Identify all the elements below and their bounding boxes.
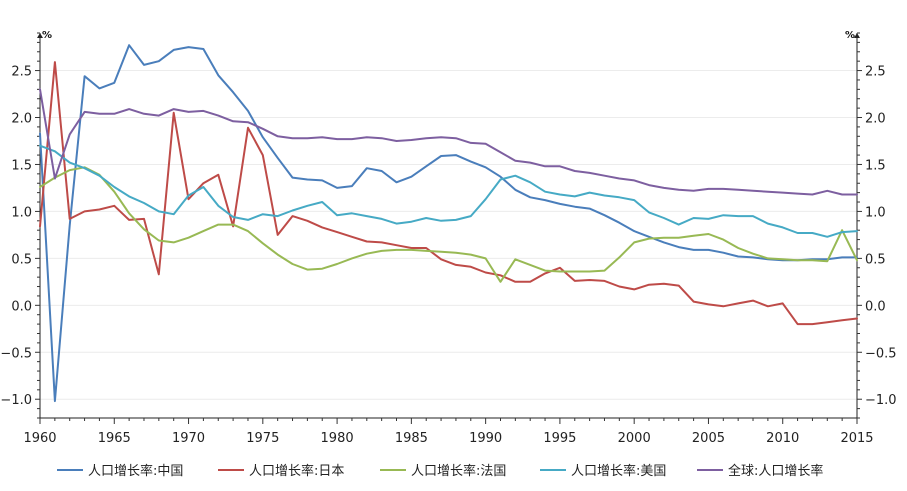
right-axis-tick-label: 1.5 bbox=[865, 158, 886, 173]
right-axis-unit: % bbox=[845, 30, 855, 41]
x-axis-tick-label: 1960 bbox=[23, 431, 56, 446]
series-line-0 bbox=[39, 44, 858, 403]
x-axis-tick-label: 2010 bbox=[766, 431, 799, 446]
x-axis-tick-label: 2000 bbox=[618, 431, 651, 446]
legend-label-4: 全球:人口增长率 bbox=[728, 463, 823, 479]
left-axis-unit: % bbox=[42, 30, 52, 41]
left-axis-tick-label: −1.0 bbox=[0, 393, 32, 408]
axes: % % −1.0 −1.0 −0.5 −0.5 0.0 0.0 0.5 0.5 1.0 1.0 1.5 1… bbox=[0, 30, 896, 446]
x-axis-tick-label: 1985 bbox=[395, 431, 428, 446]
right-axis-tick-label: −1.0 bbox=[865, 393, 897, 408]
left-axis-tick-label: 2.5 bbox=[11, 65, 32, 80]
x-axis-tick-label: 1995 bbox=[543, 431, 576, 446]
series-lines bbox=[39, 44, 858, 403]
legend-label-2: 人口增长率:法国 bbox=[411, 463, 506, 479]
legend-label-1: 人口增长率:日本 bbox=[249, 463, 344, 479]
left-axis-tick-label: −0.5 bbox=[0, 346, 32, 361]
left-axis-arrow bbox=[37, 33, 43, 38]
x-axis-tick-label: 1970 bbox=[172, 431, 205, 446]
x-axis-tick-label: 2015 bbox=[840, 431, 873, 446]
right-axis-tick-label: 2.0 bbox=[865, 112, 886, 127]
left-axis-tick-label: 1.0 bbox=[11, 205, 32, 220]
right-axis-tick-label: 2.5 bbox=[865, 65, 886, 80]
x-axis-tick-label: 1975 bbox=[246, 431, 279, 446]
series-line-1 bbox=[39, 61, 858, 326]
x-axis-tick-label: 1965 bbox=[98, 431, 131, 446]
left-axis-tick-label: 2.0 bbox=[11, 112, 32, 127]
right-axis-tick-label: 0.0 bbox=[865, 299, 886, 314]
series-line-4 bbox=[39, 88, 858, 196]
left-axis-tick-label: 0.0 bbox=[11, 299, 32, 314]
left-axis-tick-label: 0.5 bbox=[11, 252, 32, 267]
x-axis-tick-label: 2005 bbox=[692, 431, 725, 446]
series-line-3 bbox=[39, 144, 858, 238]
legend-label-0: 人口增长率:中国 bbox=[88, 463, 183, 479]
right-axis-tick-label: 0.5 bbox=[865, 252, 886, 267]
right-axis-arrow bbox=[854, 33, 860, 38]
left-axis-tick-label: 1.5 bbox=[11, 158, 32, 173]
legend: 人口增长率:中国 人口增长率:日本 人口增长率:法国 人口增长率:美国 全球:人口增长率 bbox=[57, 463, 823, 479]
right-axis-tick-label: −0.5 bbox=[865, 346, 897, 361]
series-line-2 bbox=[39, 166, 858, 283]
x-axis-tick-label: 1990 bbox=[469, 431, 502, 446]
right-axis-tick-label: 1.0 bbox=[865, 205, 886, 220]
x-axis-tick-label: 1980 bbox=[321, 431, 354, 446]
legend-label-3: 人口增长率:美国 bbox=[571, 463, 666, 479]
